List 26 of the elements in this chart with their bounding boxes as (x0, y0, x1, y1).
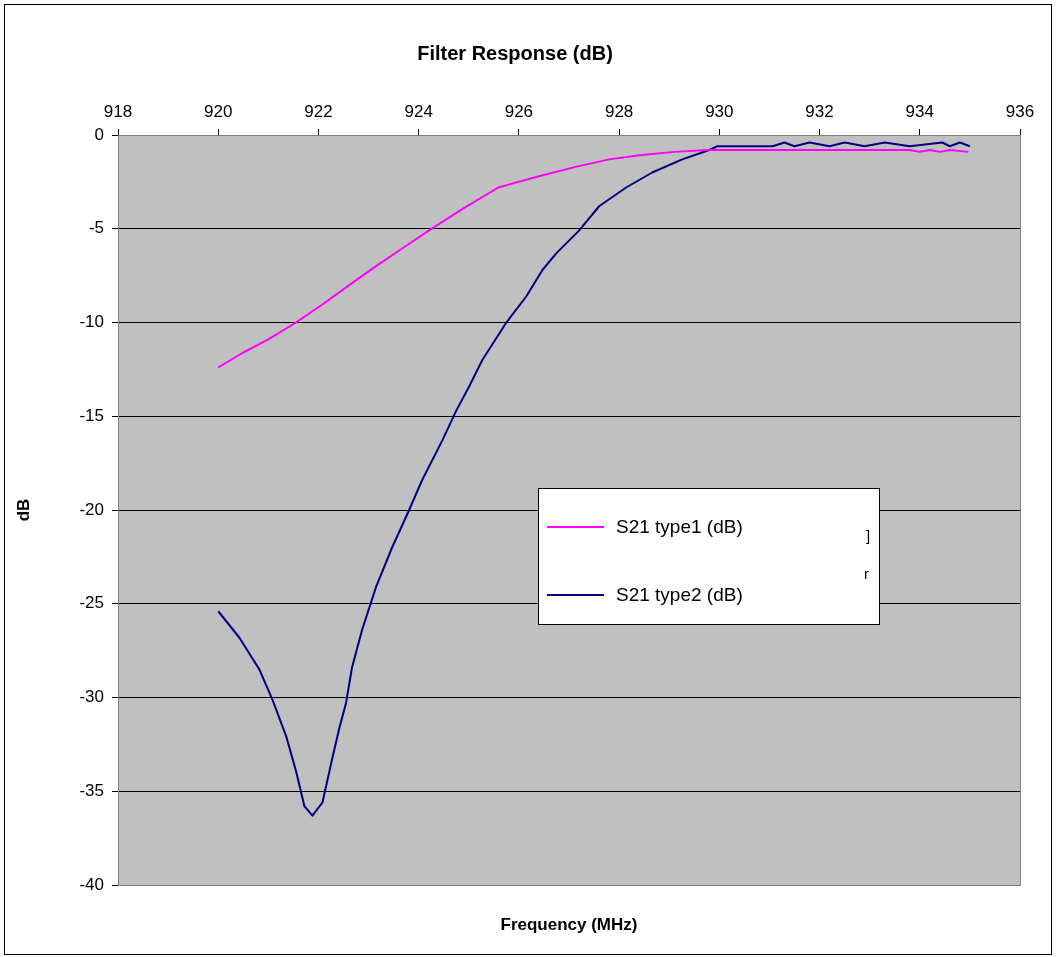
y-axis-title: dB (13, 498, 33, 522)
x-tick-label: 920 (204, 102, 233, 122)
x-tick-label: 926 (504, 102, 534, 122)
x-tick-label: 924 (404, 102, 433, 122)
legend-label: S21 type1 (dB) (616, 516, 743, 538)
x-tick-label: 934 (905, 102, 934, 122)
y-tick-label: -40 (79, 874, 104, 894)
x-axis-title: Frequency (MHz) (500, 914, 638, 934)
y-tick-label: -30 (79, 687, 104, 707)
y-tick-label: -5 (88, 218, 104, 238)
y-tick-label: -20 (79, 499, 104, 519)
x-tick-label: 936 (1005, 102, 1035, 122)
x-tick-label: 922 (304, 102, 333, 122)
y-tick-label: -25 (79, 593, 104, 613)
legend-label: S21 type2 (dB) (616, 584, 743, 606)
y-tick-label: -15 (79, 405, 104, 425)
chart-title: Filter Response (dB) (417, 41, 613, 64)
x-tick-label: 932 (805, 102, 834, 122)
y-tick-label: -10 (79, 312, 104, 332)
y-tick-label: -35 (79, 780, 104, 800)
annotation: ] (866, 527, 871, 544)
x-tick-label: 930 (705, 102, 734, 122)
x-tick-label: 928 (604, 102, 634, 122)
x-tick-label: 918 (103, 102, 133, 122)
y-tick-label: 0 (94, 124, 104, 144)
annotation: r (864, 565, 869, 582)
